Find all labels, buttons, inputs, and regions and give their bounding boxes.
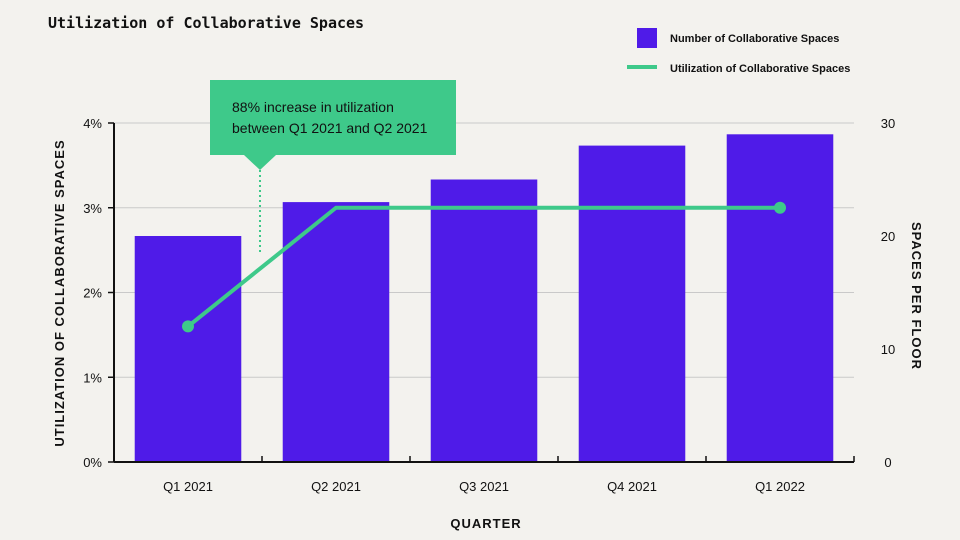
- right-tick-label: 20: [881, 229, 895, 244]
- bar: [430, 179, 538, 462]
- x-tick-label: Q1 2021: [163, 479, 213, 494]
- utilization-line-path: [186, 205, 780, 328]
- right-axis-title: SPACES PER FLOOR: [909, 222, 924, 370]
- left-axis-ticks: 0% 1% 2% 3% 4%: [83, 116, 114, 470]
- bar: [282, 202, 390, 462]
- legend-label-line: Utilization of Collaborative Spaces: [670, 63, 850, 75]
- x-tick-label: Q1 2022: [755, 479, 805, 494]
- chart-title: Utilization of Collaborative Spaces: [48, 14, 364, 32]
- left-tick-label: 0%: [83, 455, 102, 470]
- line-point: [182, 320, 194, 333]
- callout-text-line-1: 88% increase in utilization: [232, 99, 394, 115]
- utilization-line: [182, 201, 786, 333]
- left-tick-label: 2%: [83, 286, 102, 301]
- right-tick-label: 0: [884, 455, 891, 470]
- annotation-callout: 88% increase in utilization between Q1 2…: [210, 80, 456, 255]
- legend-label-bars: Number of Collaborative Spaces: [670, 33, 839, 45]
- callout-box: [210, 80, 456, 155]
- bar: [578, 145, 686, 462]
- right-axis-ticks: 0 10 20 30: [881, 116, 895, 470]
- bar: [134, 236, 242, 462]
- x-tick-label: Q2 2021: [311, 479, 361, 494]
- x-axis-title: QUARTER: [450, 516, 521, 531]
- bars: [134, 134, 834, 463]
- bar: [726, 134, 834, 463]
- left-axis-title: UTILIZATION OF COLLABORATIVE SPACES: [52, 139, 67, 446]
- right-tick-label: 30: [881, 116, 895, 131]
- line-point: [774, 201, 786, 214]
- right-tick-label: 10: [881, 342, 895, 357]
- callout-text-line-2: between Q1 2021 and Q2 2021: [232, 120, 428, 136]
- x-tick-label: Q3 2021: [459, 479, 509, 494]
- legend: Number of Collaborative Spaces Utilizati…: [627, 28, 850, 75]
- x-axis-ticks: Q1 2021 Q2 2021 Q3 2021 Q4 2021 Q1 2022: [113, 456, 855, 494]
- callout-pointer: [244, 155, 276, 170]
- left-tick-label: 1%: [83, 370, 102, 385]
- legend-swatch-bars: [637, 28, 657, 48]
- left-tick-label: 4%: [83, 116, 102, 131]
- left-tick-label: 3%: [83, 201, 102, 216]
- x-tick-label: Q4 2021: [607, 479, 657, 494]
